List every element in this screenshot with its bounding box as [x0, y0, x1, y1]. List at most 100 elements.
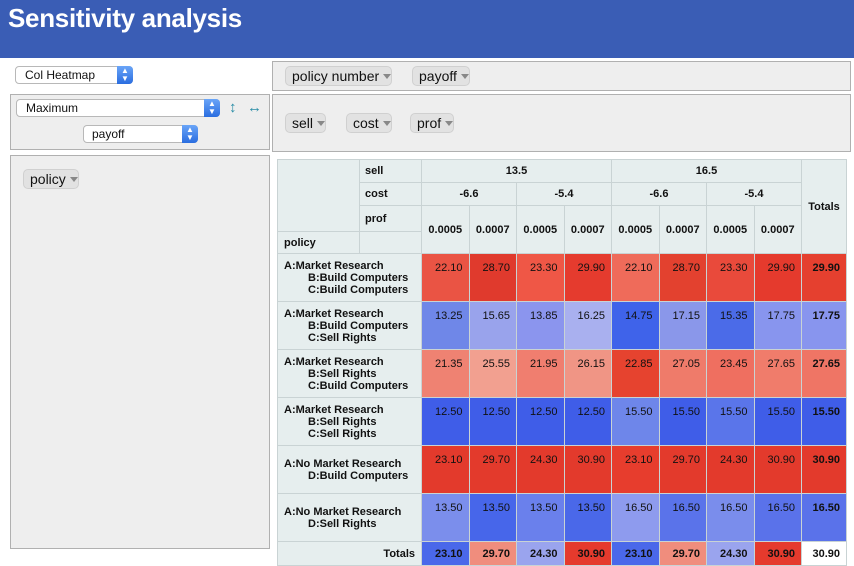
col-header-prof: 0.0005: [706, 205, 755, 254]
heatmap-cell: 25.55: [468, 349, 517, 398]
field-pill-label: prof: [417, 115, 442, 131]
table-row: A:No Market Research D:Build Computers 23.…: [277, 445, 847, 494]
field-pill-label: payoff: [419, 68, 457, 84]
row-total-cell: 27.65: [801, 349, 847, 398]
heatmap-cell: 21.95: [516, 349, 565, 398]
row-total-cell: 29.90: [801, 253, 847, 302]
field-pill-policy[interactable]: policy: [23, 169, 79, 189]
policy-line: D:Sell Rights: [308, 517, 377, 530]
col-header-prof: 0.0005: [421, 205, 470, 254]
dropdown-triangle-icon[interactable]: [460, 73, 469, 79]
policy-line: A:No Market Research: [284, 505, 402, 518]
heatmap-cell: 23.45: [706, 349, 755, 398]
heatmap-cell: 28.70: [468, 253, 517, 302]
heatmap-cell: 29.70: [658, 445, 707, 494]
dropdown-triangle-icon[interactable]: [445, 120, 454, 126]
row-attr-spacer: [359, 231, 422, 254]
chevron-updown-icon: ▲ ▼: [182, 125, 198, 143]
col-total-cell: 30.90: [753, 541, 802, 566]
renderer-select-value: Col Heatmap: [25, 68, 96, 82]
row-header-totals: Totals: [277, 541, 422, 566]
row-total-cell: 17.75: [801, 301, 847, 350]
heatmap-cell: 23.10: [421, 445, 470, 494]
heatmap-cell: 13.50: [468, 493, 517, 542]
field-pill-sell[interactable]: sell: [285, 113, 327, 133]
heatmap-cell: 12.50: [421, 397, 470, 446]
heatmap-cell: 24.30: [706, 445, 755, 494]
page-title: Sensitivity analysis: [8, 3, 242, 33]
chevron-updown-icon: ▲ ▼: [117, 66, 133, 84]
col-attr-label: cost: [359, 182, 422, 206]
heatmap-cell: 12.50: [563, 397, 612, 446]
totals-row: Totals 23.10 29.70 24.30 30.90 23.10 29.70 24.3…: [277, 541, 847, 566]
col-header-sell: 13.5: [421, 159, 612, 183]
heatmap-cell: 14.75: [611, 301, 660, 350]
col-header-totals: Totals: [801, 159, 847, 254]
unused-fields-panel[interactable]: policy number payoff: [272, 61, 851, 91]
table-row: A:Market Research B:Sell Rights C:Build Co…: [277, 349, 847, 398]
row-attr-label: policy: [277, 231, 360, 254]
aggregator-select-value: Maximum: [26, 101, 79, 115]
heatmap-cell: 23.30: [516, 253, 565, 302]
col-total-cell: 30.90: [563, 541, 612, 566]
heatmap-cell: 16.50: [753, 493, 802, 542]
aggregator-select[interactable]: Maximum ▲ ▼: [16, 99, 220, 117]
policy-line: B:Build Computers: [308, 319, 409, 332]
policy-line: A:Market Research: [284, 259, 384, 272]
policy-line: B:Sell Rights: [308, 415, 377, 428]
heatmap-cell: 15.50: [658, 397, 707, 446]
dropdown-triangle-icon[interactable]: [69, 176, 78, 182]
row-header-policy: A:No Market Research D:Build Computers: [277, 445, 422, 494]
dropdown-triangle-icon[interactable]: [383, 73, 392, 79]
col-header-prof: 0.0007: [658, 205, 707, 254]
row-total-cell: 30.90: [801, 445, 847, 494]
field-pill-cost[interactable]: cost: [346, 113, 392, 133]
heatmap-cell: 13.50: [563, 493, 612, 542]
heatmap-cell: 29.70: [468, 445, 517, 494]
col-attr-label: sell: [359, 159, 422, 183]
heatmap-cell: 15.50: [753, 397, 802, 446]
col-header-prof: 0.0007: [468, 205, 517, 254]
field-pill-label: sell: [292, 115, 314, 131]
col-header-prof: 0.0007: [753, 205, 802, 254]
row-header-policy: A:Market Research B:Build Computers C:Buil…: [277, 253, 422, 302]
heatmap-cell: 17.15: [658, 301, 707, 350]
policy-line: A:Market Research: [284, 403, 384, 416]
value-field-select-value: payoff: [92, 127, 125, 141]
heatmap-cell: 12.50: [516, 397, 565, 446]
heatmap-cell: 30.90: [563, 445, 612, 494]
heatmap-cell: 29.90: [753, 253, 802, 302]
heatmap-cell: 15.35: [706, 301, 755, 350]
field-pill-policy-number[interactable]: policy number: [285, 66, 393, 86]
pivot-table: sell 13.5 16.5 Totals cost -6.6 -5.4 -6.6 -5.4 pr…: [277, 159, 847, 566]
col-total-cell: 24.30: [706, 541, 755, 566]
field-pill-label: cost: [353, 115, 379, 131]
col-attr-label: prof: [359, 205, 422, 232]
column-fields-panel[interactable]: sell cost prof: [272, 94, 851, 152]
col-total-cell: 23.10: [421, 541, 470, 566]
header-row-policy: policy: [277, 231, 847, 254]
corner-cell: [277, 159, 360, 232]
row-header-policy: A:Market Research B:Sell Rights C:Sell Rig…: [277, 397, 422, 446]
field-pill-label: policy number: [292, 68, 380, 84]
heatmap-cell: 23.30: [706, 253, 755, 302]
sort-cols-icon[interactable]: ↔: [247, 99, 262, 116]
row-fields-panel[interactable]: policy: [10, 155, 270, 549]
heatmap-cell: 22.10: [421, 253, 470, 302]
dropdown-triangle-icon[interactable]: [382, 120, 391, 126]
heatmap-cell: 24.30: [516, 445, 565, 494]
dropdown-triangle-icon[interactable]: [317, 120, 326, 126]
heatmap-cell: 22.85: [611, 349, 660, 398]
row-total-cell: 15.50: [801, 397, 847, 446]
field-pill-payoff[interactable]: payoff: [412, 66, 470, 86]
sort-rows-icon[interactable]: ↕: [229, 99, 237, 116]
policy-line: C:Build Computers: [308, 283, 409, 296]
col-header-prof: 0.0005: [516, 205, 565, 254]
renderer-select[interactable]: Col Heatmap ▲ ▼: [15, 66, 133, 84]
field-pill-prof[interactable]: prof: [410, 113, 455, 133]
heatmap-cell: 13.25: [421, 301, 470, 350]
grand-total-cell: 30.90: [801, 541, 847, 566]
heatmap-cell: 16.50: [658, 493, 707, 542]
aggregator-panel: Maximum ▲ ▼ ↕ ↔ payoff ▲ ▼: [10, 94, 270, 150]
value-field-select[interactable]: payoff ▲ ▼: [83, 125, 198, 143]
